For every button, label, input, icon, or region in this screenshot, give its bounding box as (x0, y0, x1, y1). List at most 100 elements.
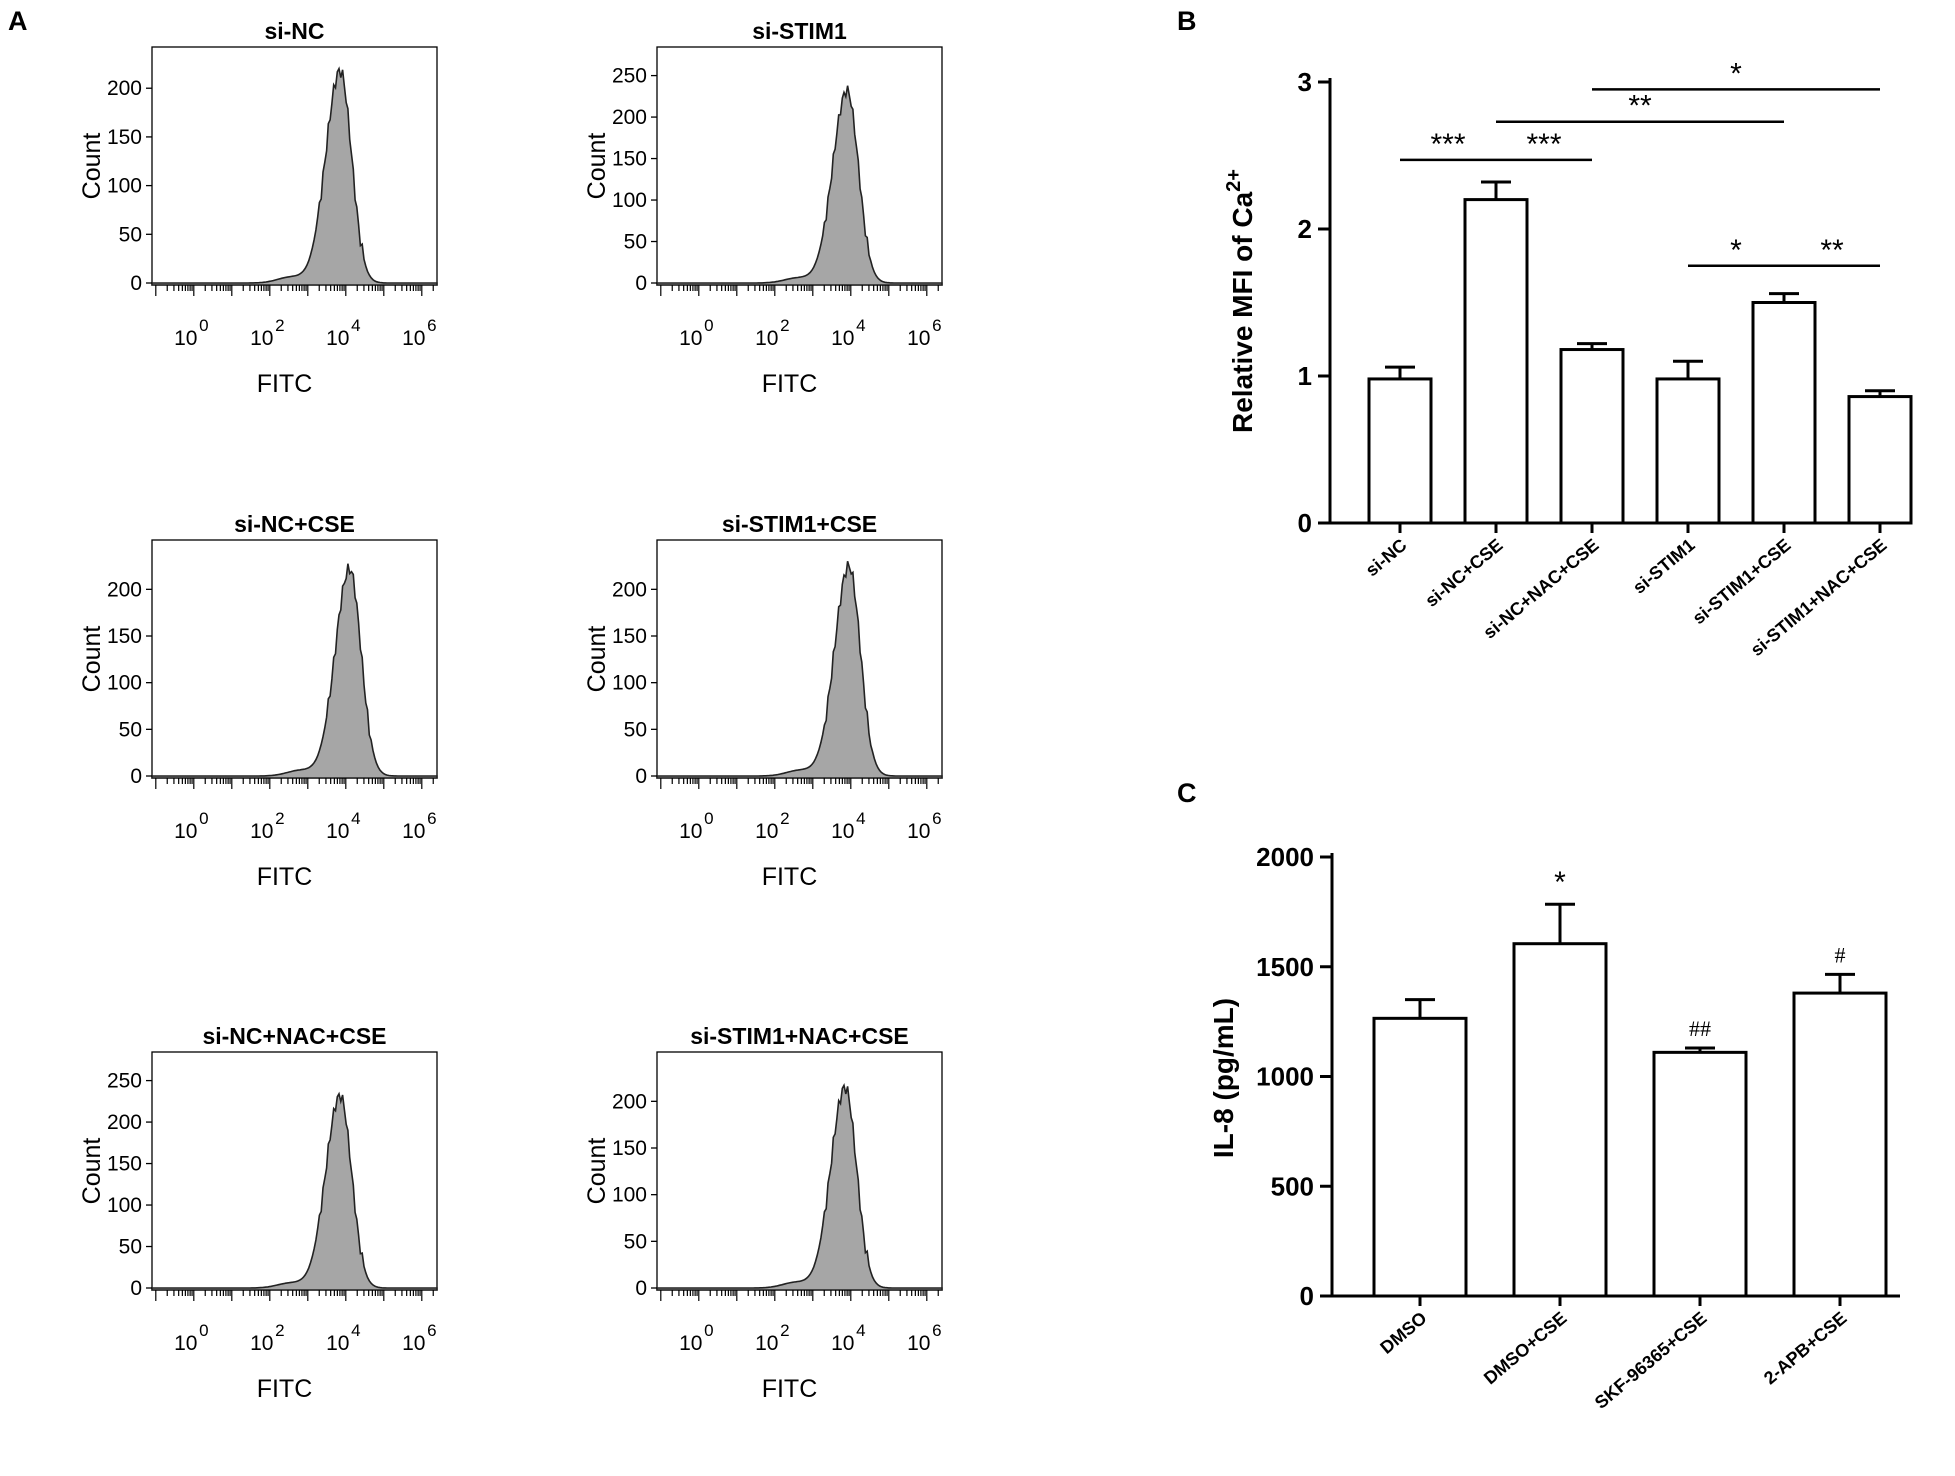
y-axis-label: Count (583, 1138, 611, 1205)
x-tick-label: 10 (679, 820, 702, 843)
x-tick-exponent: 4 (856, 1321, 865, 1340)
y-axis-label: IL-8 (pg/mL) (1208, 998, 1239, 1158)
y-tick-label: 150 (612, 1137, 647, 1160)
bar (1792, 991, 1888, 1298)
x-category-label: DMSO (1376, 1308, 1430, 1358)
plot-frame (151, 539, 438, 779)
significance-label: * (1730, 234, 1742, 267)
x-tick-exponent: 2 (275, 809, 284, 828)
x-tick-label: 10 (907, 1332, 930, 1355)
y-tick-label: 0 (635, 765, 647, 788)
x-tick-exponent: 4 (351, 809, 360, 828)
histogram-title: si-NC+CSE (234, 511, 355, 537)
bar-chart-mfi: 0 1 2 3 Relative MFI of Ca2+ si-NC si-NC+CSE si… (1223, 57, 1913, 660)
x-tick-exponent: 6 (932, 316, 941, 335)
histogram-6: si-STIM1+NAC+CSE050100150200Count1001021… (583, 1023, 943, 1403)
y-tick-label: 1500 (1256, 952, 1314, 982)
y-tick-label: 200 (612, 578, 647, 601)
x-tick-label: 10 (326, 820, 349, 843)
y-tick-label: 100 (612, 1184, 647, 1207)
y-tick-label: 200 (612, 106, 647, 129)
x-tick-exponent: 4 (351, 316, 360, 335)
x-axis-label: FITC (762, 1375, 818, 1403)
bar (1751, 301, 1817, 525)
x-tick-label: 10 (679, 1332, 702, 1355)
histogram-panels: si-NC050100150200Count100102104106FITCsi… (78, 18, 943, 1403)
x-tick-label: 10 (755, 1332, 778, 1355)
y-tick-label: 250 (107, 1070, 142, 1093)
bar-chart-il8: 0 500 1000 1500 2000 IL-8 (pg/mL) DMSO DMSO+CSE… (1208, 842, 1900, 1413)
y-tick-label: 500 (1271, 1171, 1314, 1201)
histogram-title: si-STIM1 (752, 18, 847, 44)
y-tick-label: 150 (612, 148, 647, 171)
histogram-title: si-NC (264, 18, 324, 44)
plot-frame (656, 46, 943, 286)
y-tick-label: 150 (612, 625, 647, 648)
y-tick-label: 150 (107, 126, 142, 149)
y-tick-label: 0 (1300, 1281, 1314, 1311)
histogram-title: si-STIM1+CSE (722, 511, 877, 537)
x-axis-label: FITC (762, 370, 818, 398)
y-tick-label: 200 (107, 578, 142, 601)
y-tick-label: 200 (612, 1090, 647, 1113)
y-tick-label: 3 (1298, 67, 1312, 97)
significance-label: # (1835, 942, 1846, 967)
x-tick-label: 10 (326, 327, 349, 350)
histogram-title: si-NC+NAC+CSE (202, 1023, 386, 1049)
x-category-label: SKF-96365+CSE (1591, 1308, 1711, 1413)
x-axis-label: FITC (762, 863, 818, 891)
histogram-2: si-STIM1050100150200250Count100102104106… (583, 18, 943, 398)
bar (1652, 1050, 1748, 1298)
bar (1367, 377, 1433, 525)
y-tick-label: 0 (130, 272, 142, 295)
x-tick-label: 10 (755, 327, 778, 350)
significance-label: * (1554, 866, 1566, 899)
bar (1559, 348, 1625, 525)
x-tick-label: 10 (174, 327, 197, 350)
x-tick-label: 10 (402, 820, 425, 843)
y-tick-label: 0 (635, 1277, 647, 1300)
x-tick-exponent: 2 (275, 316, 284, 335)
x-tick-exponent: 4 (856, 809, 865, 828)
y-tick-label: 1000 (1256, 1062, 1314, 1092)
y-tick-label: 200 (107, 77, 142, 100)
y-tick-label: 150 (107, 1153, 142, 1176)
x-tick-label: 10 (174, 1332, 197, 1355)
y-tick-label: 50 (119, 1236, 142, 1259)
x-tick-exponent: 2 (275, 1321, 284, 1340)
y-axis-label: Count (583, 626, 611, 693)
histogram-4: si-STIM1+CSE050100150200Count10010210410… (583, 511, 943, 891)
x-axis-label: FITC (257, 1375, 313, 1403)
x-tick-label: 10 (907, 327, 930, 350)
y-axis-label: Count (78, 133, 106, 200)
x-tick-label: 10 (831, 1332, 854, 1355)
significance-label: ## (1689, 1016, 1711, 1041)
bar (1847, 395, 1913, 525)
x-tick-exponent: 4 (351, 1321, 360, 1340)
panel-label-c: C (1177, 778, 1197, 808)
y-axis-label: Count (78, 626, 106, 693)
x-tick-exponent: 4 (856, 316, 865, 335)
x-tick-label: 10 (174, 820, 197, 843)
x-category-label: si-NC (1362, 535, 1411, 581)
histogram-area (151, 1091, 438, 1291)
x-tick-label: 10 (679, 327, 702, 350)
bar (1463, 198, 1529, 525)
x-tick-exponent: 0 (704, 316, 713, 335)
x-tick-exponent: 0 (199, 316, 208, 335)
x-tick-label: 10 (250, 1332, 273, 1355)
y-tick-label: 0 (1298, 508, 1312, 538)
panel-label-b: B (1177, 6, 1197, 36)
histogram-area (656, 1083, 943, 1291)
y-tick-label: 50 (624, 1230, 647, 1253)
y-axis-label: Count (78, 1138, 106, 1205)
x-tick-label: 10 (326, 1332, 349, 1355)
x-tick-exponent: 6 (427, 809, 436, 828)
significance-label: *** (1430, 128, 1465, 161)
y-tick-label: 0 (130, 765, 142, 788)
plot-frame (151, 46, 438, 286)
x-tick-label: 10 (402, 1332, 425, 1355)
significance-label: * (1730, 57, 1742, 90)
histogram-3: si-NC+CSE050100150200Count100102104106FI… (78, 511, 438, 891)
